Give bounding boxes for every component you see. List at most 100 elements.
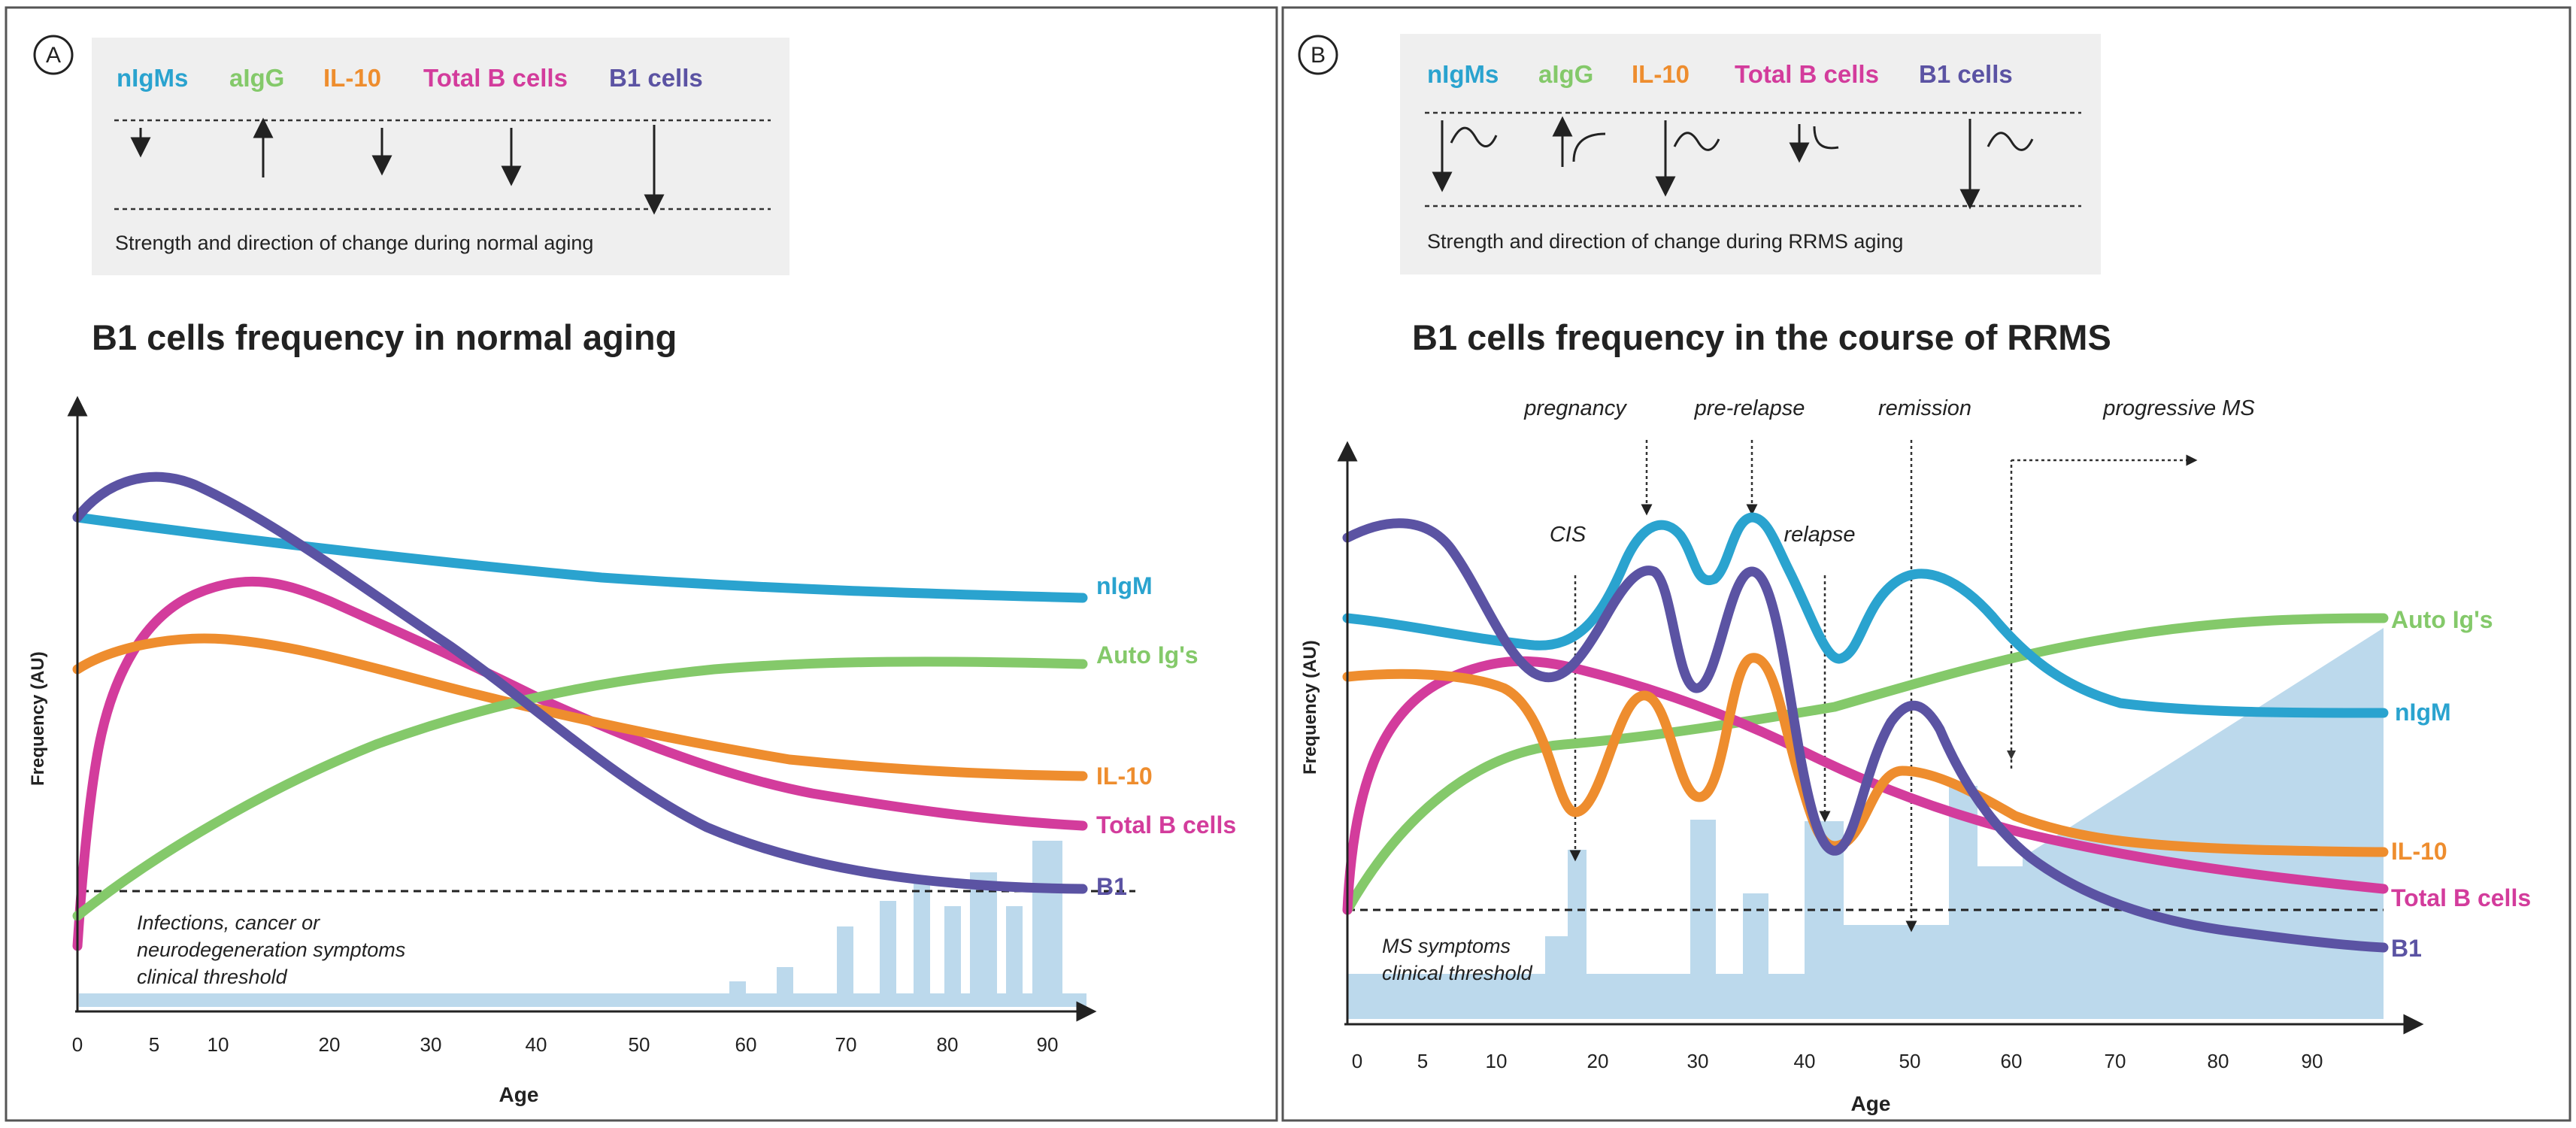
tick-b-90: 90 [2302,1050,2323,1072]
tick-b-20: 20 [1587,1050,1609,1072]
curve-b-nigm [1342,512,2389,718]
tick-a-20: 20 [319,1033,341,1056]
threshold-b-text-1: MS symptoms [1382,935,1511,957]
series-label-b-autoig: Auto Ig's [2391,606,2493,633]
event-relapse-label: relapse [1784,523,1855,547]
series-label-a-b1: B1 [1096,873,1127,900]
bar-a-72 [880,901,896,1007]
bar-a-83 [1006,906,1023,1007]
wave-b-aigg [1572,132,1606,162]
tick-b-0: 0 [1352,1050,1362,1072]
event-pre-relapse-label: pre-relapse [1694,396,1805,420]
bar-a-base [79,993,1086,1007]
event-remission-label: remission [1878,396,1971,420]
tick-b-60: 60 [2001,1050,2023,1072]
tick-a-50: 50 [629,1033,650,1056]
event-pregnancy-label: pregnancy [1523,396,1627,420]
bar-a-88 [1032,841,1062,1007]
curve-b-b1 [1342,518,2389,953]
panel-a-title: B1 cells frequency in normal aging [92,317,677,357]
legend-b-nigms: nIgMs [1427,60,1499,88]
panel-b: B nIgMs aIgG IL-10 Total B cells B1 cell… [1281,6,2571,1122]
curve-a-totalb [72,576,1088,951]
panel-a-badge [33,35,74,75]
legend-a-b1: B1 cells [609,64,703,92]
tick-b-30: 30 [1687,1050,1709,1072]
wave-b-nigms [1450,126,1498,147]
series-label-a-il10: IL-10 [1096,763,1153,790]
threshold-a-text-3: clinical threshold [137,966,288,988]
series-label-b-nigm: nIgM [2395,699,2451,726]
curve-a-nigm [72,512,1088,603]
legend-b-caption: Strength and direction of change during … [1427,230,1903,253]
tick-a-80: 80 [937,1033,959,1056]
tick-a-60: 60 [735,1033,757,1056]
legend-b-il10: IL-10 [1632,60,1690,88]
axis-b-ylabel: Frequency (AU) [1300,640,1320,775]
panel-a-badge-letter: A [46,43,61,68]
panel-b-curves [1342,512,2389,953]
curve-b-il10 [1342,653,2389,857]
series-label-a-nigm: nIgM [1096,572,1153,599]
threshold-b-text-2: clinical threshold [1382,962,1533,984]
series-label-a-autoig: Auto Ig's [1096,641,1199,669]
wave-b-b1 [1987,132,2034,151]
tick-b-5: 5 [1417,1050,1428,1072]
tick-a-10: 10 [208,1033,229,1056]
threshold-a-text-1: Infections, cancer or [137,911,320,934]
panel-b-badge-letter: B [1311,43,1326,68]
panel-a: A nIgMs aIgG IL-10 Total B cells B1 cell… [5,6,1278,1122]
bar-a-69 [837,926,853,1007]
panel-a-curves [72,472,1088,951]
legend-a-totalb: Total B cells [423,64,568,92]
bar-a-75 [914,876,930,1007]
legend-b-totalb: Total B cells [1735,60,1879,88]
tick-b-50: 50 [1899,1050,1921,1072]
bar-a-59 [729,981,746,1007]
axis-a-ylabel: Frequency (AU) [28,651,48,786]
tick-a-30: 30 [420,1033,442,1056]
tick-a-40: 40 [526,1033,547,1056]
bars-b-area [1347,628,2384,1019]
panel-a-legend-box [92,38,789,275]
tick-a-70: 70 [835,1033,857,1056]
legend-b-aigg: aIgG [1538,60,1593,88]
bar-a-80 [970,872,997,1007]
legend-a-nigms: nIgMs [117,64,188,92]
event-progressive-label: progressive MS [2102,396,2255,420]
axis-b-xlabel: Age [1851,1092,1891,1115]
tick-a-5: 5 [149,1033,159,1056]
legend-a-caption: Strength and direction of change during … [115,232,593,254]
bar-a-63 [777,967,793,1007]
wave-b-totalb [1813,126,1839,150]
legend-b-b1: B1 cells [1919,60,2013,88]
curve-a-b1 [72,472,1088,894]
curve-a-aigg [72,656,1088,921]
series-label-a-totalb: Total B cells [1096,811,1236,838]
curve-b-aigg [1342,613,2389,915]
tick-b-40: 40 [1794,1050,1816,1072]
threshold-a-text-2: neurodegeneration symptoms [137,938,405,961]
tick-b-10: 10 [1486,1050,1508,1072]
axis-b-ticks: 0 5 10 20 30 40 50 60 70 80 90 [1352,1050,2323,1072]
tick-a-0: 0 [72,1033,83,1056]
legend-a-aigg: aIgG [229,64,284,92]
panel-b-badge [1298,35,1338,75]
tick-a-90: 90 [1037,1033,1059,1056]
series-label-b-totalb: Total B cells [2391,884,2531,911]
axis-a-xlabel: Age [499,1083,539,1106]
axis-a-ticks: 0 5 10 20 30 40 50 60 70 80 90 [72,1033,1059,1056]
series-label-b-b1: B1 [2391,935,2422,962]
series-label-b-il10: IL-10 [2391,838,2447,865]
tick-b-70: 70 [2105,1050,2126,1072]
legend-a-il10: IL-10 [323,64,381,92]
bar-a-77 [944,906,961,1007]
tick-b-80: 80 [2208,1050,2229,1072]
panel-b-title: B1 cells frequency in the course of RRMS [1412,317,2111,357]
panel-a-bars [79,841,1086,1007]
marker-progressive-head [2007,750,2016,760]
event-cis-label: CIS [1550,523,1587,547]
wave-b-il10 [1673,132,1720,151]
panel-b-legend-box [1400,34,2101,274]
